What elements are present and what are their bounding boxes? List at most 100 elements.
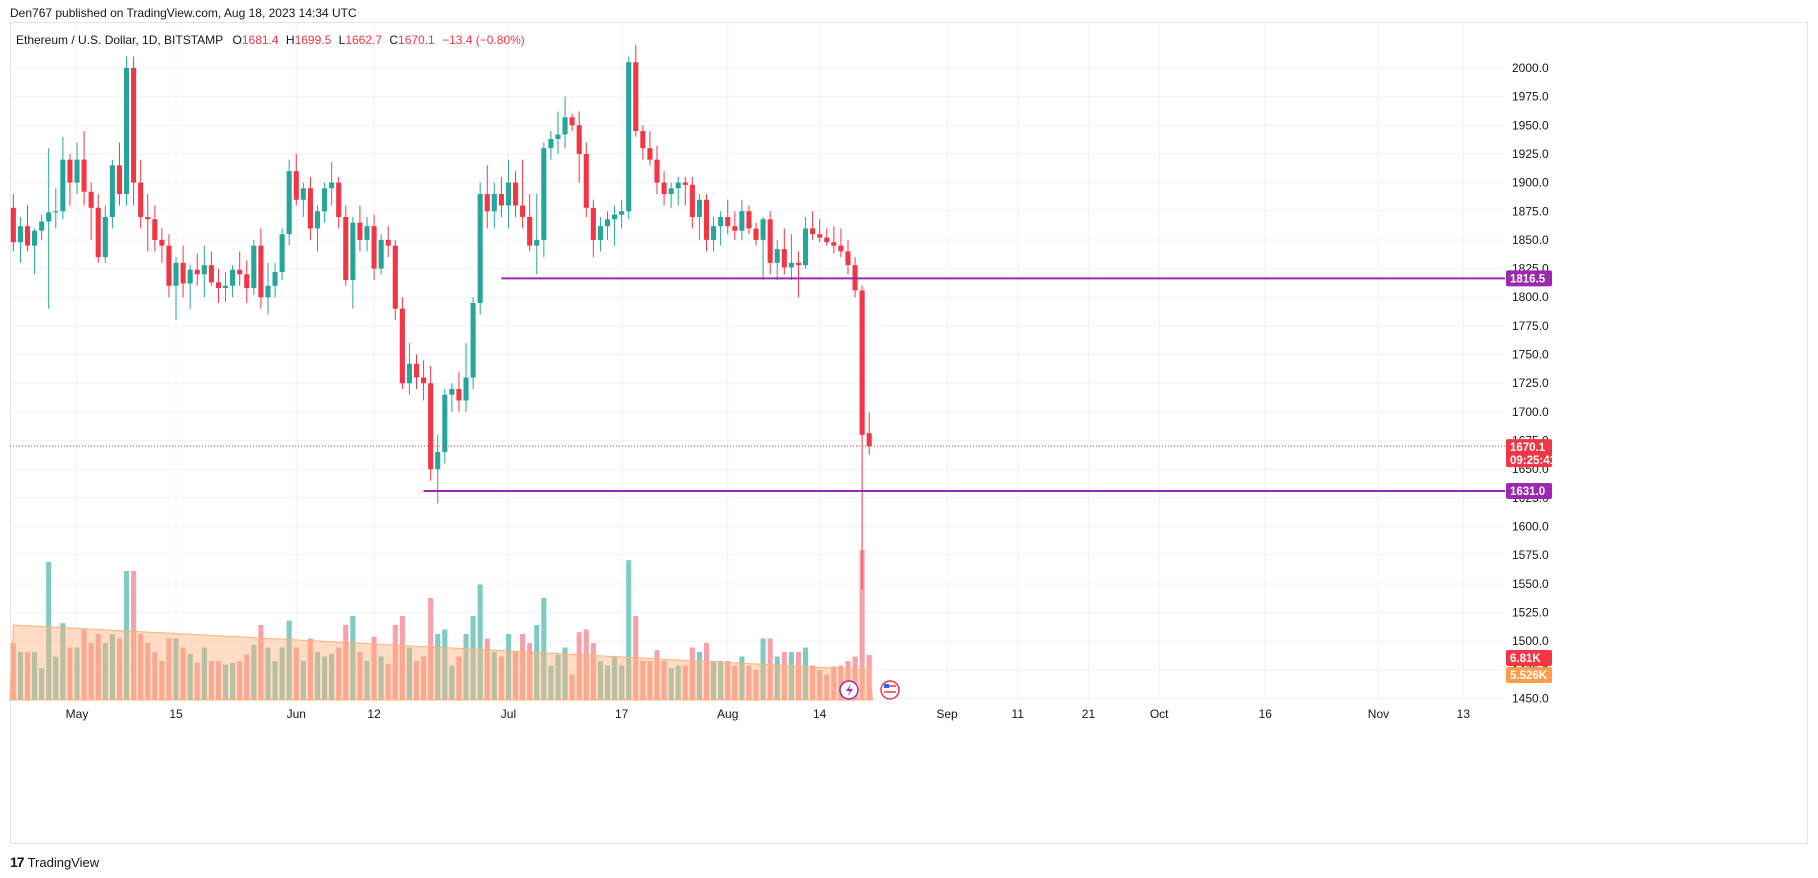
low-value: 1662.7: [345, 33, 383, 47]
volume-bar: [435, 634, 441, 700]
volume-bar: [215, 661, 222, 700]
candle-body: [640, 130, 646, 149]
candle-body: [498, 194, 504, 206]
candle-body: [123, 67, 130, 195]
volume-bar: [208, 661, 214, 700]
volume-bar: [675, 665, 681, 700]
brand-name: TradingView: [27, 854, 100, 870]
candle-body: [343, 216, 349, 281]
volume-bar: [739, 656, 745, 700]
candle-body: [152, 219, 158, 240]
candle-body: [838, 245, 844, 252]
price-tick-label: 1800.0: [1512, 290, 1549, 304]
volume-bar: [194, 662, 200, 700]
volume-bar: [88, 643, 94, 700]
volume-bar: [753, 670, 759, 700]
candle-body: [512, 182, 519, 206]
volume-bar: [53, 656, 59, 700]
candle-body: [824, 237, 830, 243]
volume-bar: [131, 571, 137, 700]
volume-bar: [413, 661, 420, 700]
candle-body: [569, 117, 575, 126]
volume-bar: [166, 638, 172, 700]
time-tick-label: 14: [813, 707, 827, 721]
time-tick-label: Aug: [717, 707, 738, 721]
volume-bar: [237, 661, 243, 700]
candle-body: [725, 216, 731, 227]
candle-body: [753, 228, 759, 240]
candle-body: [413, 363, 420, 378]
volume-bar: [831, 666, 837, 700]
volume-bar: [774, 656, 780, 700]
candle-body: [131, 67, 137, 183]
price-tag-text: 1670.1: [1510, 442, 1546, 454]
candle-body: [449, 388, 455, 395]
volume-bar: [173, 638, 179, 700]
volume-bar: [399, 616, 405, 700]
price-tick-label: 1900.0: [1512, 176, 1549, 190]
price-tick-label: 1525.0: [1512, 606, 1549, 620]
volume-bar: [385, 663, 391, 700]
price-tick-label: 1775.0: [1512, 319, 1549, 333]
price-tick-label: 1950.0: [1512, 118, 1549, 132]
volume-bar: [180, 647, 186, 700]
price-tick-label: 1575.0: [1512, 548, 1549, 562]
price-tick-label: 1725.0: [1512, 376, 1549, 390]
volume-bar: [300, 661, 306, 700]
volume-bar: [569, 674, 575, 700]
candle-body: [520, 205, 526, 217]
candle-body: [237, 269, 243, 275]
candle-body: [612, 214, 618, 220]
volume-bar: [541, 598, 547, 700]
volume-bar: [392, 625, 398, 700]
candle-body: [307, 188, 313, 229]
volume-bar: [293, 647, 299, 700]
candle-body: [194, 269, 200, 275]
candle-body: [562, 117, 568, 135]
price-tick-label: 2000.0: [1512, 61, 1549, 75]
volume-bar: [24, 652, 31, 700]
time-tick-label: 13: [1457, 707, 1471, 721]
volume-bar: [187, 653, 193, 700]
candle-body: [555, 134, 561, 140]
volume-bar: [357, 652, 363, 700]
volume-moving-average: [9, 624, 874, 701]
candle-body: [767, 219, 773, 263]
time-tick-label: Jun: [287, 707, 306, 721]
candle-body: [477, 194, 483, 303]
volume-bar: [152, 652, 158, 700]
candle-body: [74, 159, 80, 183]
volume-bar: [244, 654, 250, 700]
time-tick-label: Sep: [936, 707, 958, 721]
candle-body: [88, 191, 94, 208]
candle-body: [534, 239, 540, 246]
candle-body: [576, 125, 582, 154]
volume-bar: [746, 665, 752, 700]
volume-bar: [74, 647, 80, 700]
candle-body: [703, 199, 710, 240]
candles: [10, 45, 872, 590]
candle-body: [109, 165, 115, 217]
candle-body: [817, 234, 823, 238]
event-icons: [839, 680, 900, 700]
candle-body: [406, 363, 412, 384]
volume-bar: [781, 652, 787, 700]
candle-body: [810, 228, 816, 235]
candle-body: [208, 265, 214, 283]
candle-body: [859, 290, 865, 435]
price-tick-label: 1700.0: [1512, 405, 1549, 419]
candle-body: [760, 219, 766, 240]
candle-body: [689, 184, 695, 217]
candle-body: [802, 228, 809, 266]
volume-bar: [711, 661, 717, 700]
footer-brand[interactable]: 17 TradingView: [10, 854, 99, 870]
volume-bar: [138, 634, 144, 700]
candle-body: [428, 383, 434, 470]
time-tick-label: Jul: [501, 707, 516, 721]
volume-bar: [647, 661, 653, 700]
candle-body: [590, 207, 596, 240]
volume-bar: [612, 656, 618, 700]
volume-bar: [852, 656, 858, 700]
candle-body: [336, 182, 342, 217]
